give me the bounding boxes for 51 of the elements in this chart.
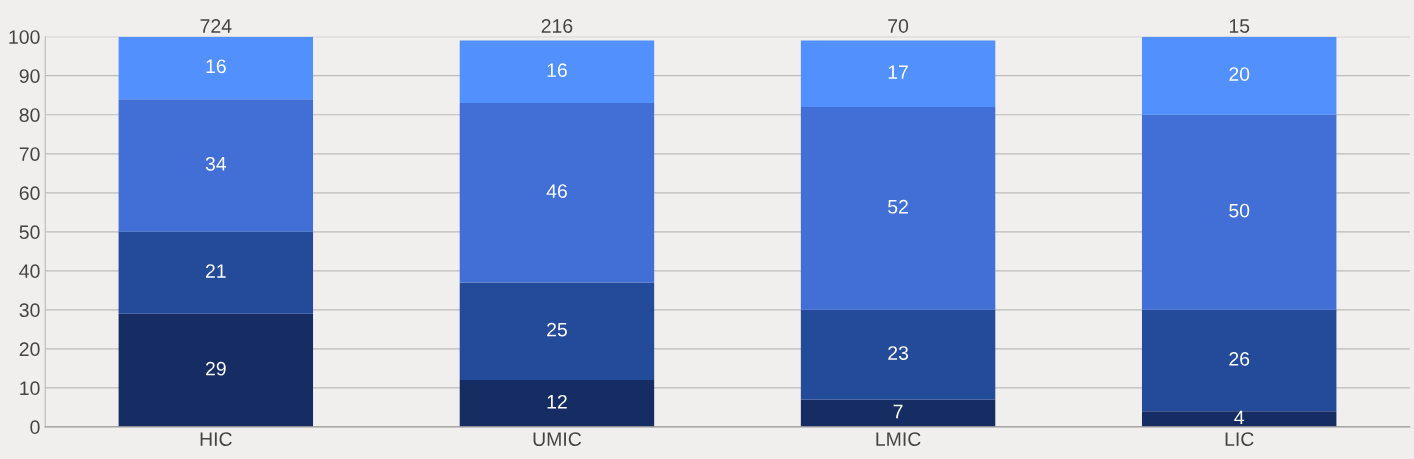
y-tick-label: 50 [19,225,40,240]
y-tick-label: 20 [19,342,40,357]
bar [1141,309,1337,412]
x-tick-label: HIC [200,432,232,447]
bar [118,313,314,427]
bar [459,103,655,283]
bar [800,399,996,427]
annotation: 15 [1229,19,1250,33]
x-tick-label: UMIC [533,432,582,447]
data-label: 17 [888,65,908,79]
bar [459,282,655,381]
data-label: 25 [547,322,567,337]
bar [800,40,996,107]
data-label: 52 [888,199,908,214]
x-tick-label: LMIC [876,432,921,447]
data-label: 12 [547,394,567,409]
bar [459,40,655,104]
x-tick-label: LIC [1225,432,1254,447]
y-tick-label: 30 [19,303,40,318]
data-label: 7 [893,404,903,419]
y-tick-label: 80 [19,108,40,122]
bar [1141,114,1337,310]
bar [800,106,996,310]
y-tick-label: 70 [19,147,40,161]
data-label: 50 [1229,203,1250,218]
annotation: 724 [200,19,232,33]
annotation: 216 [541,19,573,33]
y-tick-label: 100 [9,30,40,44]
bar [800,309,996,400]
data-label: 16 [547,63,567,78]
bar [459,380,655,427]
data-label: 4 [1234,410,1245,425]
data-label: 21 [205,264,226,278]
annotation: 70 [888,19,909,33]
bar [118,99,314,232]
data-label: 26 [1229,351,1250,366]
data-label: 46 [546,184,567,198]
y-tick-label: 0 [30,420,40,435]
bar [1141,411,1337,427]
data-label: 29 [205,361,226,376]
bar [118,231,314,314]
y-tick-label: 10 [20,381,40,396]
data-label: 16 [206,59,226,74]
data-label: 34 [205,156,227,171]
y-tick-label: 90 [19,69,40,83]
y-tick-label: 40 [19,264,40,279]
data-label: 23 [888,346,909,360]
bar [118,36,314,100]
y-tick-label: 60 [19,186,40,201]
bar [1141,36,1337,115]
data-label: 20 [1229,67,1250,81]
